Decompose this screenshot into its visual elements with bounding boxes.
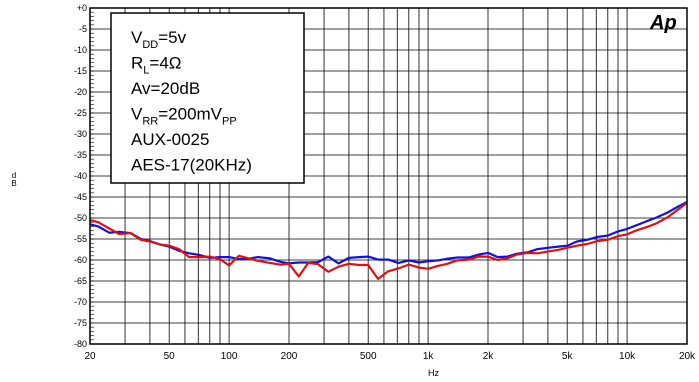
y-tick-label: -55 xyxy=(74,234,87,244)
annotation-line: AUX-0025 xyxy=(131,130,209,149)
y-tick-label: -50 xyxy=(74,213,87,223)
x-tick-label: 20 xyxy=(84,351,96,362)
series-line-1 xyxy=(89,201,688,265)
y-tick-label: -70 xyxy=(74,297,87,307)
y-tick-label: -65 xyxy=(74,276,87,286)
y-tick-label: -35 xyxy=(74,150,87,160)
y-axis-label-b: B xyxy=(11,179,16,188)
annotation-line: RL=4Ω xyxy=(131,54,182,77)
y-tick-label: -25 xyxy=(74,108,87,118)
y-tick-label: -80 xyxy=(74,339,87,349)
y-tick-label: -75 xyxy=(74,318,87,328)
x-tick-label: 2k xyxy=(483,351,495,362)
annotation-box: VDD=5v RL=4Ω Av=20dB VRR=200mVPP AUX-0025 AES… xyxy=(110,12,305,184)
series-layer xyxy=(89,201,688,280)
annotation-line: Av=20dB xyxy=(131,79,200,98)
x-tick-label: 50 xyxy=(164,351,176,362)
ap-logo-text: Ap xyxy=(649,12,677,34)
x-tick-label: 5k xyxy=(562,351,574,362)
x-axis-label: Hz xyxy=(428,368,439,378)
y-tick-label: -45 xyxy=(74,192,87,202)
annotation-box-frame xyxy=(110,12,305,184)
y-tick-label: -15 xyxy=(74,66,87,76)
x-tick-label: 200 xyxy=(281,351,298,362)
y-tick-label: -60 xyxy=(74,255,87,265)
annotation-line: VRR=200mVPP xyxy=(131,105,237,128)
y-tick-label: -5 xyxy=(79,24,87,34)
x-tick-label: 100 xyxy=(221,351,238,362)
y-tick-labels: +0 -5 -10 -15 -20 -25 -30 -35 -40 -45 -50 -55 -60 -65… xyxy=(74,3,87,349)
ap-logo: Ap xyxy=(649,12,677,34)
y-tick-label: -20 xyxy=(74,87,87,97)
x-tick-label: 10k xyxy=(619,351,636,362)
x-tick-label: 1k xyxy=(423,351,435,362)
y-tick-label: +0 xyxy=(77,3,87,13)
series-line-2 xyxy=(89,202,688,280)
y-axis-label-d: d xyxy=(12,171,16,180)
x-tick-label: 500 xyxy=(360,351,377,362)
y-tick-label: -10 xyxy=(74,45,87,55)
y-tick-label: -40 xyxy=(74,171,87,181)
x-tick-label: 20k xyxy=(679,351,696,362)
annotation-line: AES-17(20KHz) xyxy=(131,156,252,175)
plot-frame xyxy=(89,7,688,345)
y-tick-label: -30 xyxy=(74,129,87,139)
x-tick-labels: 20 50 100 200 500 1k 2k 5k 10k 20k xyxy=(84,351,696,362)
annotation-line: VDD=5v xyxy=(131,28,187,51)
